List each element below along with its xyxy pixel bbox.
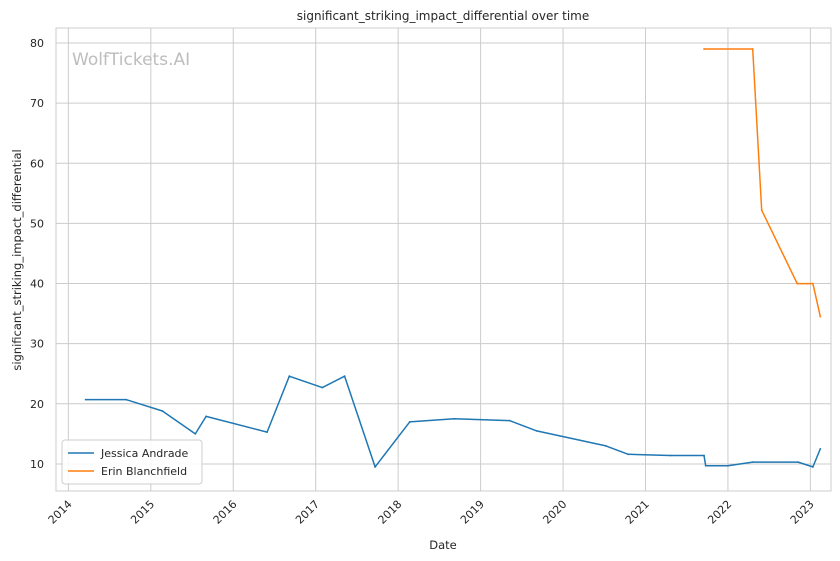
- data-point-jessica-andrade-0: [84, 398, 87, 401]
- data-point-erin-blanchfield-2: [760, 209, 763, 212]
- data-point-jessica-andrade-10: [408, 420, 411, 423]
- data-point-erin-blanchfield-3: [796, 282, 799, 285]
- legend-label-jessica-andrade: Jessica Andrade: [100, 447, 189, 460]
- series-line-jessica-andrade: [85, 375, 821, 468]
- data-point-jessica-andrade-19: [727, 464, 729, 467]
- legend-label-erin-blanchfield: Erin Blanchfield: [101, 465, 187, 478]
- legend-box: [61, 439, 203, 485]
- series-jessica-andrade: [84, 375, 822, 468]
- data-point-jessica-andrade-8: [343, 375, 346, 378]
- y-tick-label-40: 40: [30, 278, 44, 291]
- y-tick-label-80: 80: [30, 37, 44, 50]
- data-point-jessica-andrade-17: [703, 454, 705, 457]
- data-point-jessica-andrade-16: [669, 454, 672, 457]
- chart-title: significant_striking_impact_differential…: [297, 9, 589, 23]
- data-point-jessica-andrade-23: [819, 448, 822, 450]
- watermark-text: WolfTickets.AI: [72, 50, 190, 70]
- y-tick-label-30: 30: [30, 338, 44, 351]
- data-point-jessica-andrade-6: [288, 375, 291, 378]
- data-point-jessica-andrade-3: [194, 432, 197, 435]
- plot-frame: [55, 27, 832, 492]
- y-tick-label-70: 70: [30, 97, 44, 110]
- series-erin-blanchfield: [703, 48, 822, 318]
- data-point-erin-blanchfield-0: [703, 48, 705, 50]
- y-tick-label-50: 50: [30, 217, 44, 230]
- data-point-jessica-andrade-13: [535, 429, 538, 432]
- data-point-jessica-andrade-2: [161, 410, 164, 412]
- y-axis-label: significant_striking_impact_differential: [10, 149, 24, 370]
- data-point-jessica-andrade-5: [266, 431, 268, 433]
- legend: Jessica Andrade Erin Blanchfield: [61, 439, 203, 485]
- y-tick-label-10: 10: [30, 458, 44, 471]
- grid: [56, 28, 831, 491]
- y-tick-label-60: 60: [30, 157, 44, 170]
- data-point-jessica-andrade-22: [811, 466, 814, 468]
- data-point-jessica-andrade-7: [321, 386, 324, 389]
- data-point-erin-blanchfield-1: [751, 48, 754, 50]
- data-point-jessica-andrade-21: [797, 461, 799, 464]
- data-point-jessica-andrade-4: [205, 415, 207, 418]
- data-point-jessica-andrade-15: [627, 453, 630, 456]
- data-point-jessica-andrade-9: [374, 466, 376, 468]
- series-line-erin-blanchfield: [704, 48, 822, 317]
- data-point-jessica-andrade-12: [508, 419, 511, 422]
- data-point-jessica-andrade-11: [453, 417, 456, 420]
- data-point-erin-blanchfield-4: [811, 282, 814, 285]
- data-point-erin-blanchfield-5: [819, 315, 822, 318]
- y-tick-label-20: 20: [30, 398, 44, 411]
- series-layer: [84, 48, 822, 468]
- data-point-jessica-andrade-20: [751, 461, 754, 464]
- data-point-jessica-andrade-14: [605, 445, 607, 447]
- data-point-jessica-andrade-1: [125, 398, 127, 401]
- x-axis-label: Date: [429, 538, 457, 552]
- data-point-jessica-andrade-18: [704, 464, 707, 467]
